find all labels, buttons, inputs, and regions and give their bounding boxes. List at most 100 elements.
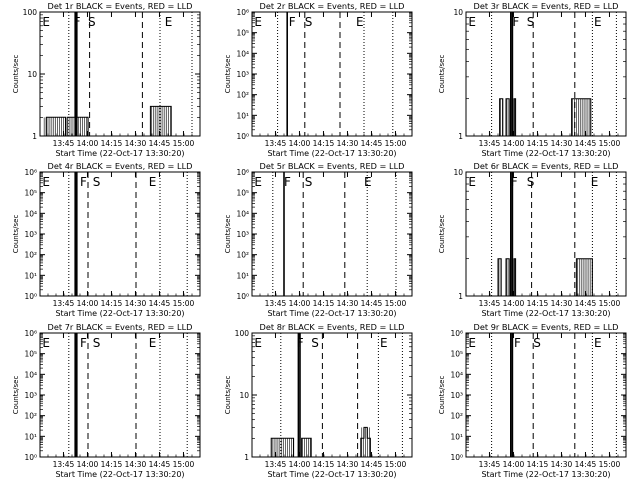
x-tick-label: 13:45 <box>265 299 287 308</box>
y-tick-label: 10 <box>453 8 463 17</box>
phase-marker: E <box>594 15 602 29</box>
events-series-line <box>571 98 592 136</box>
x-tick-label: 15:00 <box>599 299 621 308</box>
x-tick-label: 14:45 <box>361 139 383 148</box>
phase-marker: F <box>514 336 521 350</box>
y-tick-label: 1 <box>458 292 463 301</box>
y-tick-label: 10⁰ <box>24 453 37 462</box>
x-tick-label: 14:15 <box>101 139 123 148</box>
x-axis-label: Start Time (22-Oct-17 13:30:20) <box>481 149 610 158</box>
y-axis-label: Counts/sec <box>224 55 232 94</box>
y-axis-label: Counts/sec <box>438 376 446 415</box>
y-tick-label: 10⁶ <box>236 8 249 17</box>
phase-marker: S <box>311 336 319 350</box>
phase-marker: E <box>594 336 602 350</box>
chart-title: Det 2r BLACK = Events, RED = LLD <box>260 1 405 11</box>
y-tick-label: 10⁴ <box>450 370 463 379</box>
phase-marker: E <box>591 175 599 189</box>
phase-marker: E <box>149 175 157 189</box>
chart-panel-1: Det 1r BLACK = Events, RED = LLD 1 10 100 Co… <box>12 1 201 158</box>
phase-marker: S <box>93 336 101 350</box>
x-tick-label: 13:45 <box>53 139 75 148</box>
x-axis-label: Start Time (22-Oct-17 13:30:20) <box>267 309 396 318</box>
x-tick-label: 15:00 <box>173 139 195 148</box>
y-axis-label: Counts/sec <box>12 376 20 415</box>
x-tick-label: 13:45 <box>265 460 287 469</box>
phase-marker: E <box>254 336 262 350</box>
y-axis-label: Counts/sec <box>12 55 20 94</box>
phase-marker: E <box>468 15 476 29</box>
x-tick-label: 14:00 <box>503 139 525 148</box>
phase-marker: F <box>74 15 81 29</box>
x-tick-label: 14:30 <box>337 139 359 148</box>
x-tick-label: 13:45 <box>53 460 75 469</box>
phase-marker: F <box>80 336 87 350</box>
y-tick-label: 10² <box>236 251 249 260</box>
y-tick-label: 10³ <box>24 230 37 239</box>
x-axis-label: Start Time (22-Oct-17 13:30:20) <box>55 309 184 318</box>
x-tick-label: 13:45 <box>479 299 501 308</box>
phase-marker: S <box>305 15 313 29</box>
y-tick-label: 10⁶ <box>450 329 463 338</box>
chart-title: Det 7r BLACK = Events, RED = LLD <box>48 322 193 332</box>
y-tick-label: 10³ <box>24 391 37 400</box>
phase-marker: E <box>149 336 157 350</box>
y-tick-label: 10⁵ <box>450 350 463 359</box>
x-tick-label: 14:30 <box>337 460 359 469</box>
phase-marker: F <box>289 15 296 29</box>
chart-title: Det 9r BLACK = Events, RED = LLD <box>474 322 619 332</box>
y-tick-label: 10¹ <box>450 432 463 441</box>
phase-marker: E <box>42 15 50 29</box>
x-tick-label: 15:00 <box>385 139 407 148</box>
phase-marker: S <box>93 175 101 189</box>
x-tick-label: 15:00 <box>385 299 407 308</box>
chart-title: Det 1r BLACK = Events, RED = LLD <box>48 1 193 11</box>
events-series-line <box>360 426 371 457</box>
plot-frame <box>465 11 627 137</box>
events-series-line <box>505 98 510 136</box>
y-tick-label: 10⁶ <box>24 329 37 338</box>
chart-title: Det 6r BLACK = Events, RED = LLD <box>474 161 619 171</box>
plot-frame <box>251 171 413 297</box>
phase-marker: E <box>165 15 173 29</box>
chart-title: Det 4r BLACK = Events, RED = LLD <box>48 161 193 171</box>
x-tick-label: 14:15 <box>527 139 549 148</box>
x-tick-label: 14:00 <box>77 299 99 308</box>
y-tick-label: 10³ <box>236 230 249 239</box>
plot-frame <box>465 171 627 297</box>
y-tick-label: 10⁰ <box>236 132 249 141</box>
x-tick-label: 15:00 <box>599 139 621 148</box>
chart-title: Det 5r BLACK = Events, RED = LLD <box>260 161 405 171</box>
x-tick-label: 14:30 <box>125 299 147 308</box>
x-tick-label: 14:45 <box>575 460 597 469</box>
events-series-line <box>149 105 172 136</box>
y-tick-label: 10 <box>27 70 37 79</box>
x-tick-label: 14:30 <box>125 460 147 469</box>
y-tick-label: 1 <box>458 132 463 141</box>
y-tick-label: 100 <box>235 329 250 338</box>
x-axis-label: Start Time (22-Oct-17 13:30:20) <box>481 309 610 318</box>
y-tick-label: 10⁴ <box>236 49 249 58</box>
chart-title: Det 8r BLACK = Events, RED = LLD <box>260 322 405 332</box>
events-series-line <box>270 437 295 457</box>
x-tick-label: 15:00 <box>173 299 195 308</box>
phase-marker: F <box>511 175 518 189</box>
chart-panel-2: Det 2r BLACK = Events, RED = LLD 10⁰ 10¹ 10… <box>224 1 413 158</box>
phase-marker: E <box>356 15 364 29</box>
x-tick-label: 14:00 <box>289 460 311 469</box>
phase-marker: E <box>364 175 372 189</box>
events-series-line <box>43 116 90 137</box>
phase-marker: E <box>254 175 262 189</box>
y-tick-label: 10⁰ <box>24 292 37 301</box>
x-tick-label: 13:45 <box>265 139 287 148</box>
x-tick-label: 14:00 <box>77 139 99 148</box>
y-axis-label: Counts/sec <box>438 55 446 94</box>
phase-marker: E <box>468 175 476 189</box>
x-tick-label: 14:45 <box>149 460 171 469</box>
phase-marker: E <box>42 336 50 350</box>
y-tick-label: 10⁴ <box>24 370 37 379</box>
plot-frame <box>39 332 201 458</box>
y-tick-label: 10² <box>236 91 249 100</box>
phase-marker: E <box>254 15 262 29</box>
